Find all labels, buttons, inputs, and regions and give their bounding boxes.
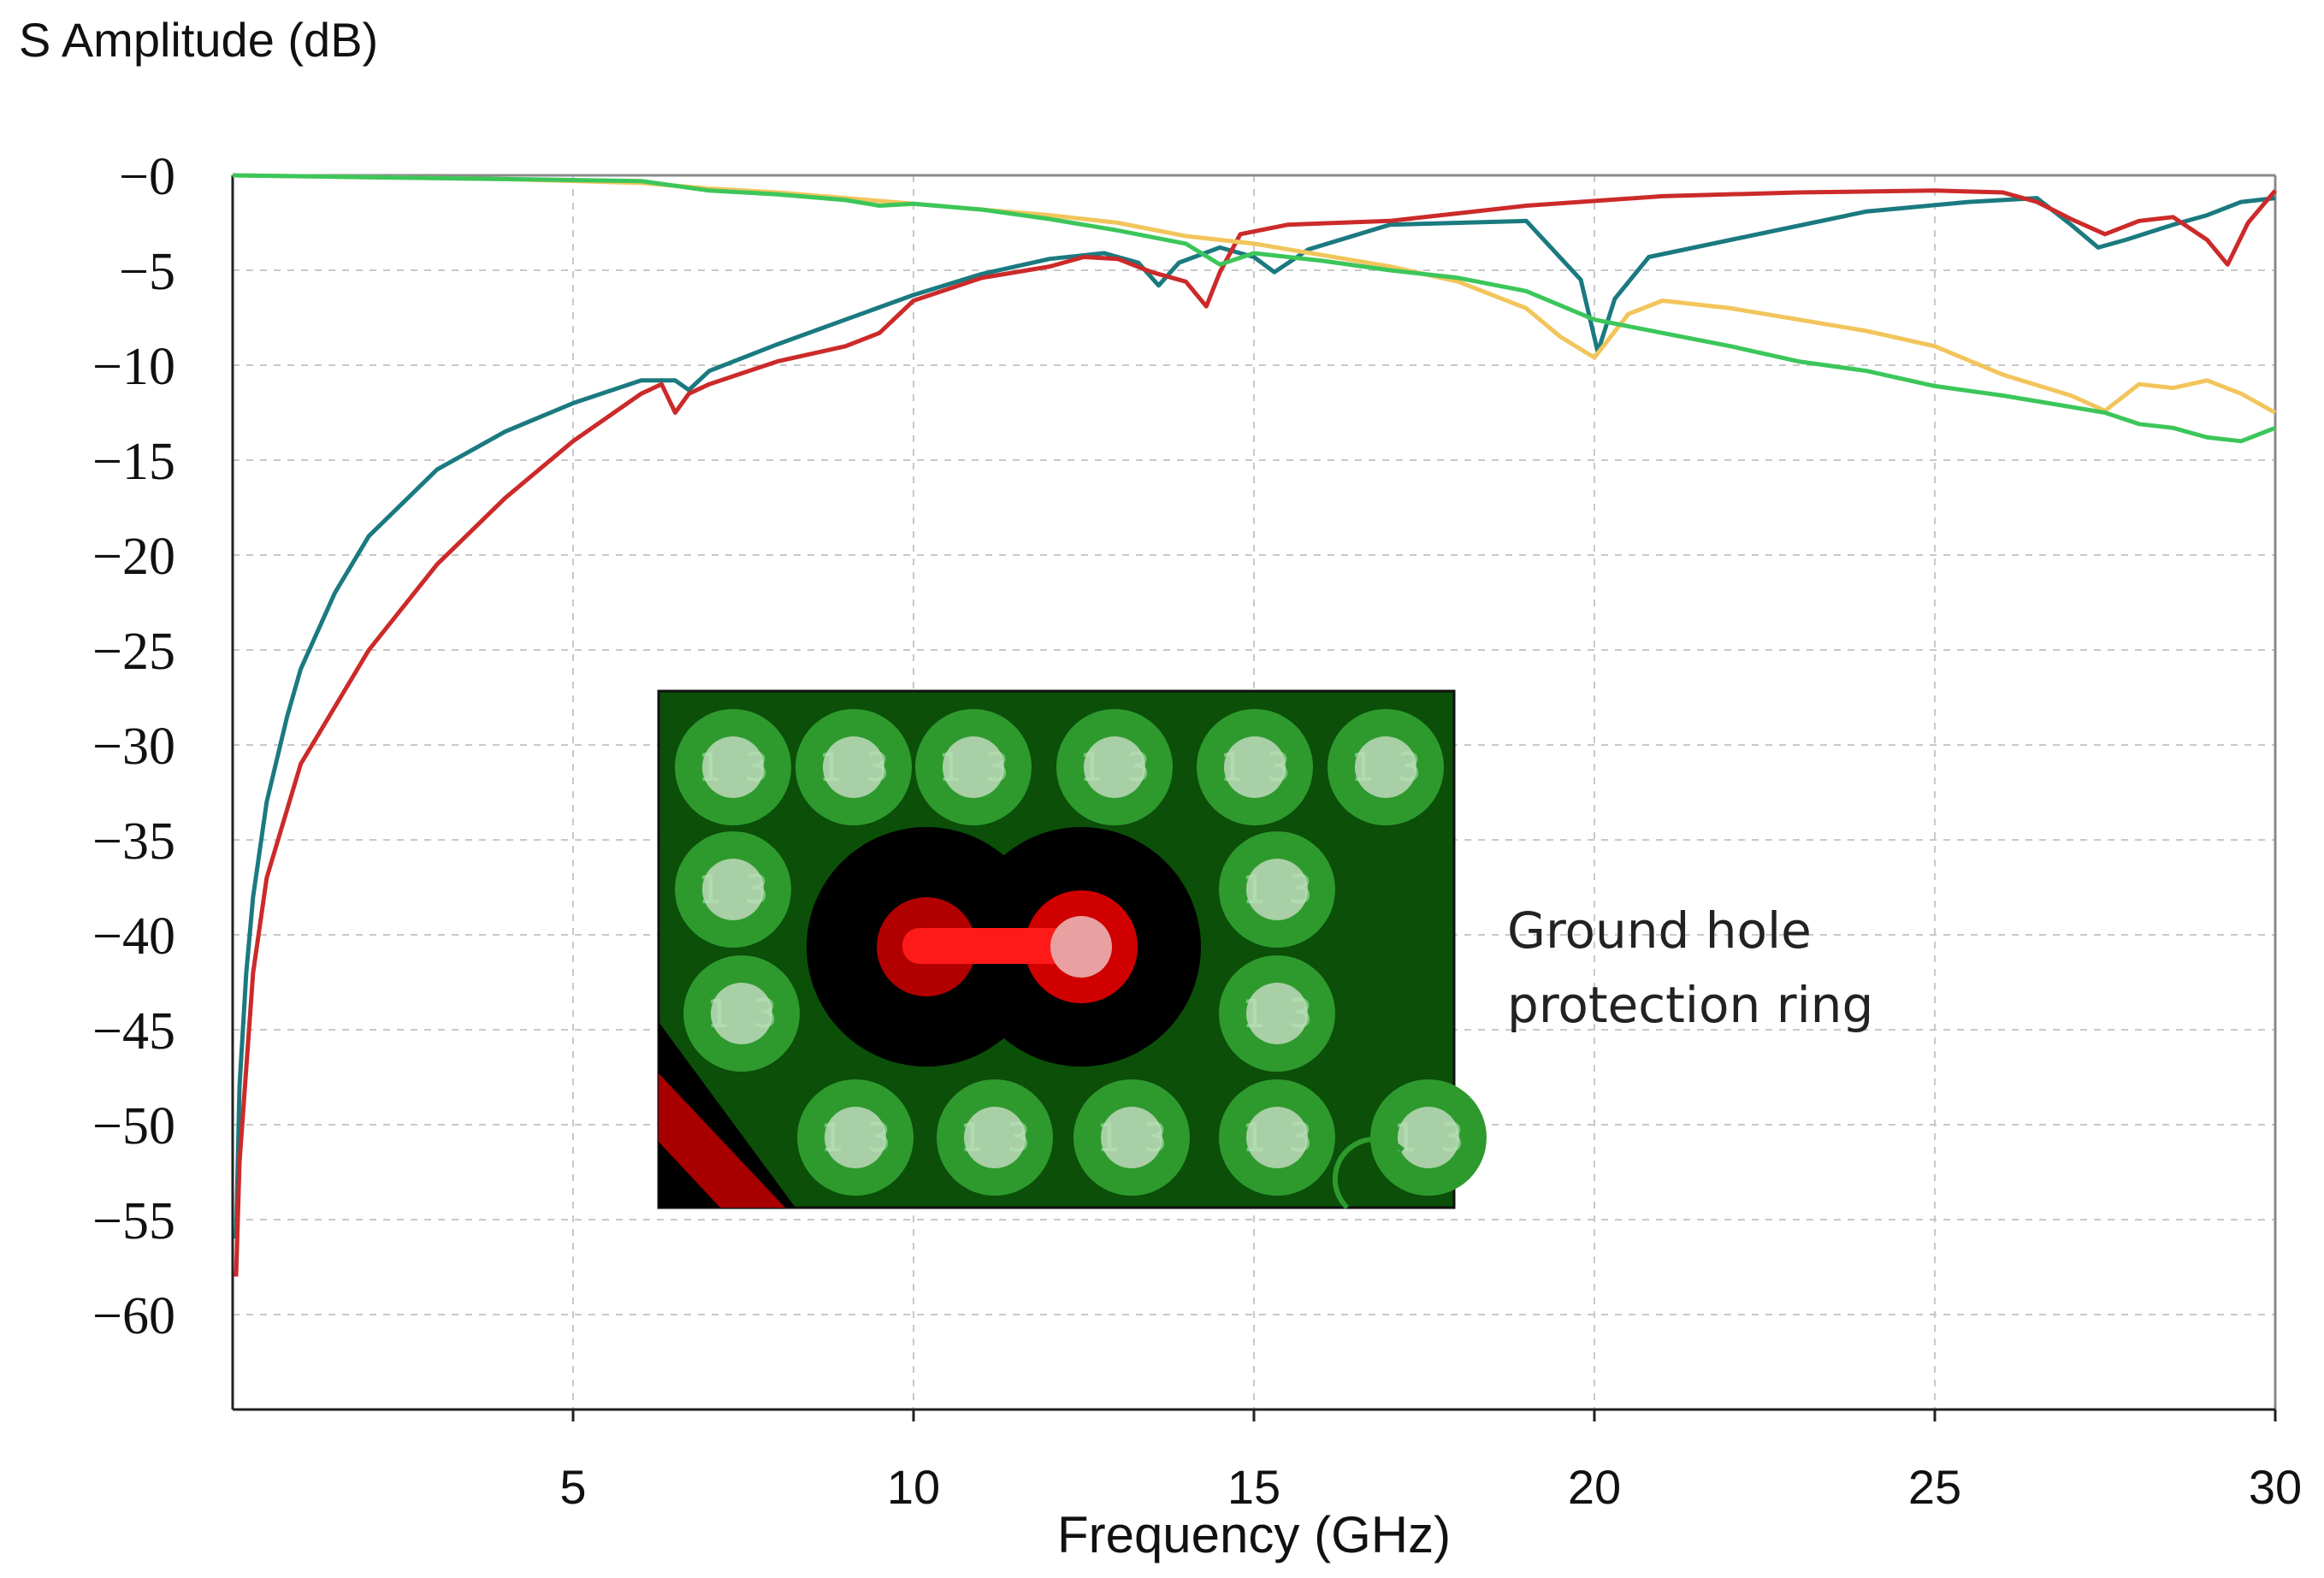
pad-net-label: 1 3 — [697, 866, 768, 913]
pad-net-label: 1 3 — [697, 744, 768, 790]
y-tick-labels: −0 −5 −10 −15 −20 −25 −30 −35 −40 −45 −50 −55 −60 — [92, 148, 175, 1345]
ground-via-hole — [1101, 1107, 1162, 1168]
ground-via-hole — [1224, 736, 1286, 798]
series-lines — [232, 173, 2277, 1277]
x-axis-label: Frequency (GHz) — [1057, 1506, 1451, 1563]
ground-via-hole — [1246, 983, 1308, 1044]
signal-via-pair — [877, 890, 1138, 1003]
y-tick-label: −20 — [92, 528, 175, 586]
pad-net-label: 1 3 — [937, 744, 1008, 790]
pad-net-label: 1 3 — [1241, 990, 1312, 1037]
axes — [231, 174, 2277, 1421]
x-tick-label: 30 — [2249, 1460, 2302, 1514]
pad-net-label: 1 3 — [1219, 744, 1290, 790]
ground-via-hole — [825, 1107, 886, 1168]
chart-title: S Amplitude (dB) — [19, 13, 378, 67]
y-tick-label: −5 — [119, 243, 175, 301]
ground-via-hole — [702, 859, 764, 920]
pad-net-label: 1 3 — [706, 990, 777, 1037]
annotation-line-2: protection ring — [1507, 976, 1873, 1034]
ground-via-hole — [1246, 859, 1308, 920]
y-tick-label: −55 — [92, 1192, 175, 1250]
pad-net-label: 1 3 — [818, 744, 889, 790]
y-tick-label: −50 — [92, 1097, 175, 1155]
silkscreen-arc — [1332, 1136, 1405, 1210]
pad-net-label: 1 3 — [1241, 1114, 1312, 1161]
ground-via-hole — [1355, 736, 1416, 798]
diagonal-trace — [659, 1022, 795, 1208]
x-tick-label: 10 — [887, 1460, 940, 1514]
series-line-trace-teal — [234, 196, 2276, 1239]
x-tick-label: 15 — [1227, 1460, 1280, 1514]
y-tick-label: −35 — [92, 813, 175, 871]
x-tick-labels: 5 10 15 20 25 30 — [559, 1460, 2302, 1514]
ground-via-hole — [964, 1107, 1026, 1168]
ground-via-pads: 1 3 1 3 1 3 1 3 1 3 1 3 1 3 1 3 1 3 1 3 1 3 1 3 1 3 1… — [675, 709, 1487, 1196]
series-line-trace-yellow — [232, 173, 2277, 415]
ground-via-hole — [1084, 736, 1145, 798]
y-tick-label: −45 — [92, 1002, 175, 1061]
pad-net-label: 1 3 — [819, 1114, 890, 1161]
ground-via-hole — [943, 736, 1004, 798]
y-tick-label: −30 — [92, 718, 175, 776]
y-tick-label: −25 — [92, 623, 175, 681]
series-line-trace-red — [234, 188, 2277, 1277]
y-tick-label: −10 — [92, 338, 175, 396]
ground-via-hole — [823, 736, 884, 798]
pad-net-label: 1 3 — [1079, 744, 1150, 790]
x-tick-label: 25 — [1908, 1460, 1961, 1514]
y-tick-label: −15 — [92, 433, 175, 491]
y-tick-label: −60 — [92, 1287, 175, 1345]
annotation-line-1: Ground hole — [1507, 901, 1812, 960]
pcb-inset-image: 1 3 1 3 1 3 1 3 1 3 1 3 1 3 1 3 1 3 1 3 1 3 1 3 1 3 1… — [657, 689, 1487, 1210]
ground-via-hole — [1398, 1107, 1459, 1168]
pad-net-label: 1 3 — [959, 1114, 1030, 1161]
pad-net-label: 1 3 — [1241, 866, 1312, 913]
pad-net-label: 1 3 — [1393, 1114, 1464, 1161]
ground-via-hole — [711, 983, 772, 1044]
ground-via-hole — [1246, 1107, 1308, 1168]
y-tick-label: −40 — [92, 907, 175, 966]
x-tick-label: 5 — [559, 1460, 586, 1514]
y-tick-label: −0 — [119, 148, 175, 206]
x-tick-label: 20 — [1568, 1460, 1621, 1514]
series-line-trace-green — [232, 173, 2276, 444]
ground-via-hole — [702, 736, 764, 798]
pad-net-label: 1 3 — [1350, 744, 1421, 790]
pad-net-label: 1 3 — [1096, 1114, 1167, 1161]
